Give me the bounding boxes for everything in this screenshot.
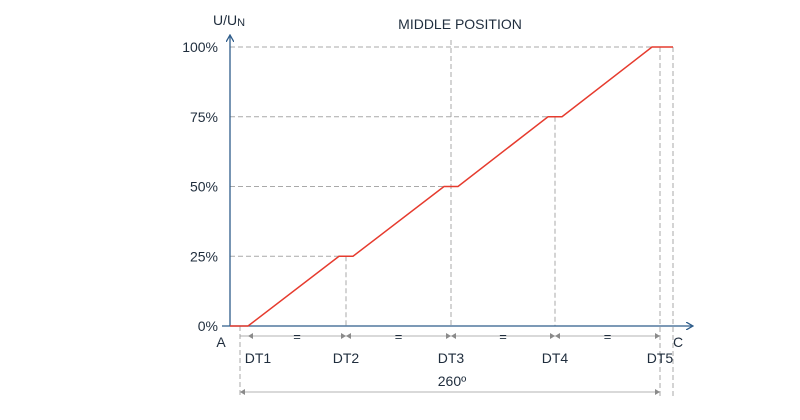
span-label: 260º [438,373,466,389]
dt-label-dt2: DT2 [333,350,360,366]
equal-interval-mark: = [293,329,301,344]
equal-interval-mark: = [395,329,403,344]
grid-lines [230,40,674,398]
y-tick-label: 50% [190,179,218,195]
chart-title: MIDDLE POSITION [398,16,522,32]
axis-labels: 0% 25% 50% 75% 100% = = = = DT1 DT2 DT3 DT4 DT5 [182,39,673,366]
y-tick-label: 0% [198,318,218,334]
equal-interval-mark: = [604,329,612,344]
equal-interval-mark: = [499,329,507,344]
x-end-label: C [673,334,683,350]
y-tick-label: 25% [190,248,218,264]
dt-label-dt3: DT3 [438,350,465,366]
dt-label-dt5: DT5 [647,350,674,366]
voltage-curve-line [230,46,673,327]
y-axis-label: U/UN [213,12,245,29]
y-tick-label: 75% [190,109,218,125]
dimension-lines [240,333,660,395]
x-start-label: A [216,334,226,350]
y-axis-label-subscript: N [237,17,245,29]
y-axis-label-main: U/U [213,12,237,28]
y-tick-label: 100% [182,39,218,55]
dt-label-dt4: DT4 [542,350,569,366]
voltage-curve [230,46,673,327]
dt-label-dt1: DT1 [245,350,272,366]
